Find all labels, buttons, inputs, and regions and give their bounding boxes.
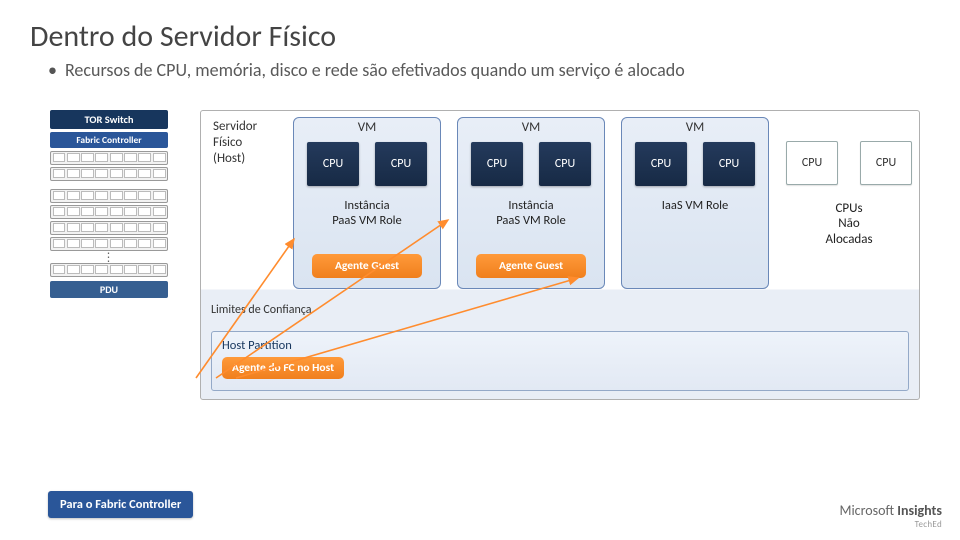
fabric-controller-label: Fabric Controller <box>50 132 168 148</box>
page-subtitle: Recursos de CPU, memória, disco e rede s… <box>65 59 685 82</box>
host-label-l1: Servidor <box>213 119 257 134</box>
free-cpus-label: CPUs Não Alocadas <box>784 201 914 248</box>
host-partition-title: Host Partition <box>222 338 898 353</box>
rack-server-row <box>50 205 168 219</box>
vm-role-label: InstânciaPaaS VM Role <box>306 198 428 228</box>
vm-panel: VM CPU CPU IaaS VM Role <box>621 117 769 289</box>
host-box: Servidor Físico (Host) VM CPU CPU Instância… <box>200 110 920 400</box>
bullet-icon: • <box>48 59 57 81</box>
rack-server-row <box>50 263 168 277</box>
guest-agent-label: Agente Guest <box>312 254 422 278</box>
tor-switch-label: TOR Switch <box>50 110 168 129</box>
vm-cpu: CPU <box>703 142 755 186</box>
vm-label: VM <box>458 118 604 135</box>
host-label: Servidor Físico (Host) <box>213 119 257 168</box>
free-cpus: CPU CPU <box>786 141 912 185</box>
free-cpus-l2: Não <box>838 216 859 231</box>
diagram-stage: TOR Switch Fabric Controller ⋮ PDU Servi… <box>30 110 930 470</box>
footer-brand1: Microsoft <box>839 502 894 519</box>
vm-panel: VM CPU CPU InstânciaPaaS VM Role Agente Gues… <box>293 117 441 289</box>
page-title: Dentro do Servidor Físico <box>30 18 930 55</box>
host-partition: Host Partition Agente do FC no Host <box>211 331 909 391</box>
free-cpus-l3: Alocadas <box>825 232 872 247</box>
vm-cpu: CPU <box>635 142 687 186</box>
free-cpu: CPU <box>786 141 838 185</box>
free-cpu: CPU <box>860 141 912 185</box>
footer-sub: TechEd <box>839 519 942 530</box>
rack: TOR Switch Fabric Controller ⋮ PDU <box>50 110 168 298</box>
vm-cpu: CPU <box>307 142 359 186</box>
vm-panel: VM CPU CPU InstânciaPaaS VM Role Agente Gues… <box>457 117 605 289</box>
trust-boundary-label: Limites de Confiança <box>211 303 311 317</box>
rack-server-row <box>50 237 168 251</box>
rack-server-row <box>50 221 168 235</box>
vm-cpu: CPU <box>375 142 427 186</box>
footer-brand2: Insights <box>897 502 942 519</box>
vm-role-label: IaaS VM Role <box>634 198 756 213</box>
rack-server-row <box>50 189 168 203</box>
vm-label: VM <box>294 118 440 135</box>
guest-agent-label: Agente Guest <box>476 254 586 278</box>
fabric-controller-pill: Para o Fabric Controller <box>48 491 193 518</box>
rack-server-row <box>50 151 168 165</box>
subtitle-row: • Recursos de CPU, memória, disco e rede… <box>30 59 930 82</box>
vm-role-label: InstânciaPaaS VM Role <box>470 198 592 228</box>
vm-cpu: CPU <box>539 142 591 186</box>
vm-cpu: CPU <box>471 142 523 186</box>
footer-logo: Microsoft Insights TechEd <box>839 502 942 530</box>
pdu-label: PDU <box>50 281 168 298</box>
vm-label: VM <box>622 118 768 135</box>
rack-server-row <box>50 167 168 181</box>
host-label-l2: Físico <box>213 135 242 150</box>
free-cpus-l1: CPUs <box>835 201 862 216</box>
rack-ellipsis-icon: ⋮ <box>50 253 168 263</box>
host-label-l3: (Host) <box>213 151 245 166</box>
host-partition-agent: Agente do FC no Host <box>222 357 344 379</box>
